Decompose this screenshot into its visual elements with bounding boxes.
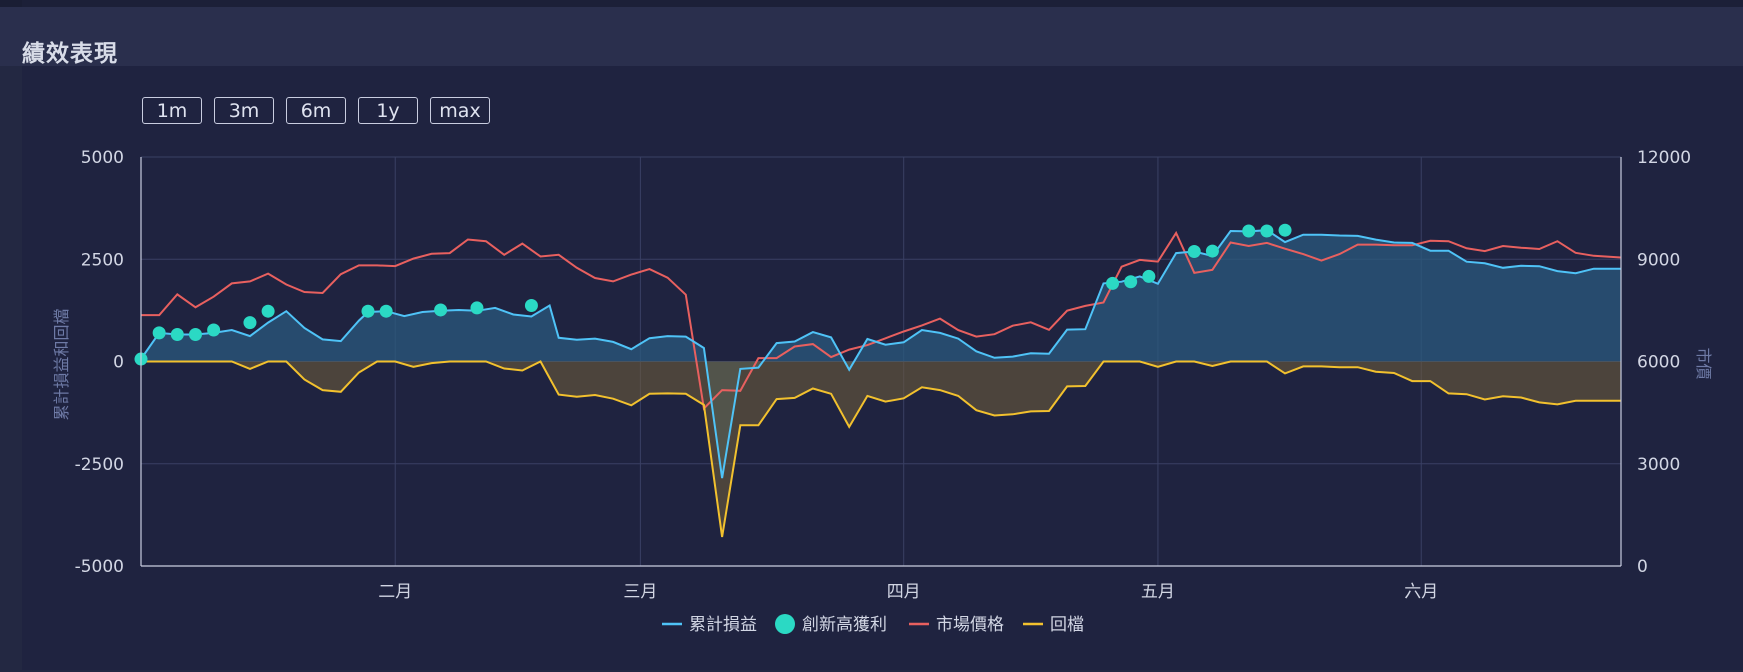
new-high-marker[interactable]	[1205, 244, 1219, 258]
legend-item-drawdown[interactable]: 回檔	[1023, 615, 1084, 635]
legend-swatch	[775, 614, 795, 634]
x-tick-label: 四月	[887, 582, 921, 602]
y-left-tick-label: -5000	[75, 557, 124, 577]
range-button-1m[interactable]: 1m	[142, 97, 202, 124]
drawdown-area-fill	[141, 361, 1621, 537]
legend-item-cumulative_pnl[interactable]: 累計損益	[662, 615, 757, 635]
new-high-marker[interactable]	[170, 328, 184, 342]
new-high-marker[interactable]	[1260, 224, 1274, 238]
top-bar-edge	[0, 0, 22, 7]
x-tick-label: 二月	[378, 582, 412, 602]
y-left-tick-label: 5000	[81, 148, 124, 168]
new-high-marker[interactable]	[434, 303, 448, 317]
chart-axes: 5000 2500 0 -2500 -5000 12000 9000 6000 3000 0 二月 三…	[52, 148, 1713, 602]
y-left-tick-label: 2500	[81, 250, 124, 270]
new-high-marker[interactable]	[1142, 269, 1156, 283]
new-high-marker[interactable]	[1242, 224, 1256, 238]
panel-header: 績效表現	[0, 7, 1743, 67]
y-left-tick-label: 0	[113, 353, 124, 373]
range-button-max[interactable]: max	[430, 97, 490, 124]
new-high-marker[interactable]	[524, 298, 538, 312]
legend-label: 市場價格	[936, 615, 1004, 635]
range-button-1y[interactable]: 1y	[358, 97, 418, 124]
new-high-marker[interactable]	[1106, 276, 1120, 290]
new-high-marker[interactable]	[152, 326, 166, 340]
x-tick-label: 六月	[1404, 582, 1438, 602]
legend-label: 累計損益	[689, 615, 757, 635]
chart-fills	[141, 230, 1621, 537]
new-high-marker[interactable]	[207, 323, 221, 337]
new-high-marker[interactable]	[361, 304, 375, 318]
legend-label: 創新高獲利	[802, 615, 887, 635]
legend-label: 回檔	[1050, 615, 1084, 635]
pnl-area-fill	[141, 230, 1621, 361]
new-high-marker[interactable]	[188, 328, 202, 342]
x-tick-label: 五月	[1141, 582, 1175, 602]
drawdown-line	[141, 360, 1621, 538]
new-high-marker[interactable]	[1187, 244, 1201, 258]
page-title: 績效表現	[22, 40, 118, 67]
x-tick-label: 三月	[623, 582, 657, 602]
top-bar	[0, 0, 1743, 7]
y-left-axis-title: 累計損益和回檔	[52, 308, 71, 420]
range-button-3m[interactable]: 3m	[214, 97, 274, 124]
y-right-axis-title: 市價	[1694, 347, 1713, 379]
y-right-tick-label: 12000	[1637, 148, 1691, 168]
y-right-tick-label: 6000	[1637, 353, 1680, 373]
new-high-marker[interactable]	[243, 316, 257, 330]
legend-item-market_price[interactable]: 市場價格	[909, 615, 1004, 635]
new-high-marker[interactable]	[261, 304, 275, 318]
new-high-marker[interactable]	[470, 301, 484, 315]
new-high-marker[interactable]	[1278, 223, 1292, 237]
y-right-tick-label: 9000	[1637, 250, 1680, 270]
range-button-6m[interactable]: 6m	[286, 97, 346, 124]
y-right-tick-label: 0	[1637, 557, 1648, 577]
y-right-tick-label: 3000	[1637, 455, 1680, 475]
legend-item-new_high[interactable]: 創新高獲利	[775, 614, 887, 635]
new-high-marker[interactable]	[1124, 275, 1138, 289]
chart-legend[interactable]: 累計損益 創新高獲利 市場價格 回檔	[662, 614, 1084, 635]
new-high-marker[interactable]	[379, 304, 393, 318]
y-left-tick-label: -2500	[75, 455, 124, 475]
